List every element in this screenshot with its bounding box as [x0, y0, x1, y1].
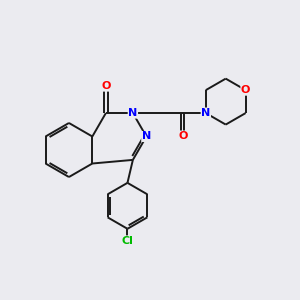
Text: N: N [142, 131, 151, 142]
Text: O: O [101, 81, 110, 91]
Text: O: O [241, 85, 250, 95]
Text: Cl: Cl [122, 236, 134, 246]
Text: N: N [201, 108, 210, 118]
Text: O: O [178, 131, 188, 141]
Text: N: N [128, 108, 137, 118]
